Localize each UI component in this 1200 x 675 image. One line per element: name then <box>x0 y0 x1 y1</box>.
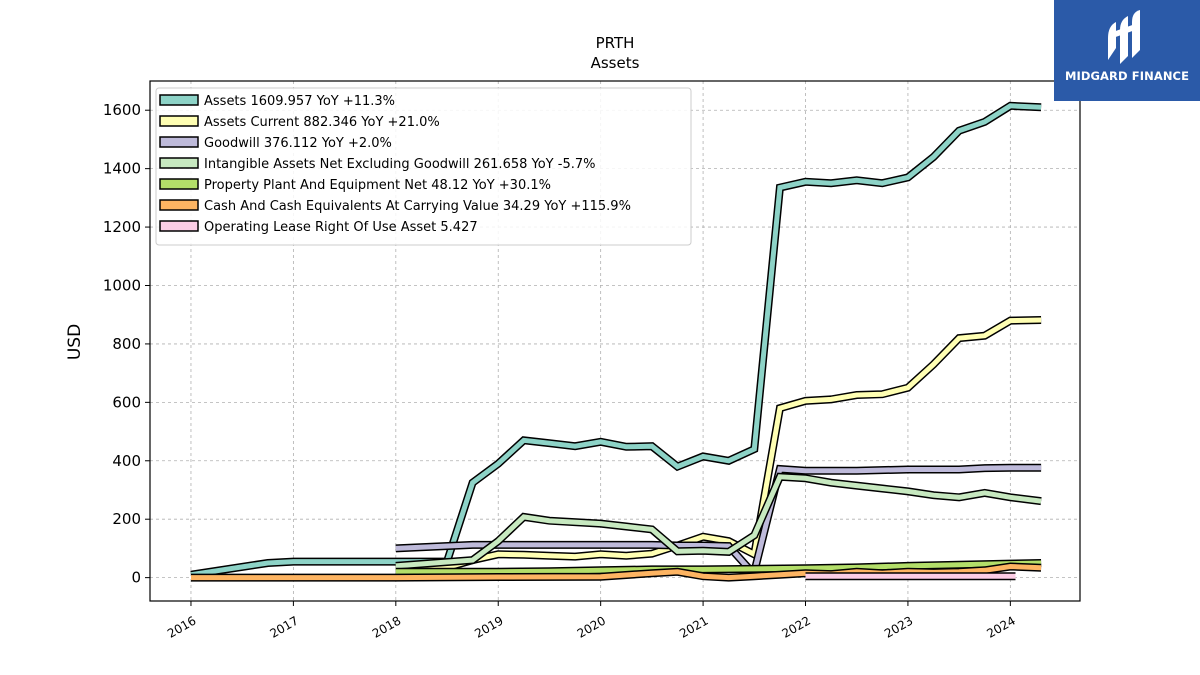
y-tick-label: 1400 <box>103 160 141 178</box>
x-tick-label: 2020 <box>575 613 608 640</box>
series-line-outline <box>395 316 1042 573</box>
plot-frame <box>149 80 1081 602</box>
legend-swatch <box>159 199 199 211</box>
y-tick-label: 200 <box>112 510 141 528</box>
chart-subtitle: Assets <box>591 54 640 72</box>
legend-entry: Property Plant And Equipment Net 48.12 Y… <box>204 178 551 193</box>
axis-ticks: 2016 2017 2018 2019 2020 2021 2022 2023 2024 0 200… <box>103 101 1018 641</box>
series-line <box>191 563 1042 581</box>
legend-swatch <box>159 136 199 148</box>
y-axis-label: USD <box>65 324 85 360</box>
series-line <box>395 317 1042 572</box>
y-tick-label: 1200 <box>103 218 141 236</box>
legend-swatch <box>159 94 199 106</box>
y-tick-label: 600 <box>112 393 141 411</box>
y-tick-label: 0 <box>131 569 141 587</box>
legend: Assets 1609.957 YoY +11.3% Assets Current… <box>155 87 692 246</box>
legend-entry: Goodwill 376.112 YoY +2.0% <box>204 136 392 151</box>
y-tick-label: 400 <box>112 452 141 470</box>
legend-swatch <box>159 220 199 232</box>
legend-entry: Assets 1609.957 YoY +11.3% <box>204 94 395 109</box>
x-tick-label: 2017 <box>267 613 300 640</box>
x-tick-label: 2016 <box>165 613 198 640</box>
x-tick-label: 2021 <box>677 613 710 640</box>
series-line <box>395 474 1042 569</box>
legend-swatch <box>159 115 199 127</box>
chart-title: PRTH <box>596 34 635 52</box>
legend-entry: Cash And Cash Equivalents At Carrying Va… <box>204 199 631 214</box>
y-tick-label: 1000 <box>103 276 141 294</box>
x-tick-label: 2018 <box>370 613 403 640</box>
midgard-logo-icon <box>1108 10 1140 64</box>
legend-swatch <box>159 157 199 169</box>
legend-swatch <box>159 178 199 190</box>
x-tick-label: 2023 <box>882 613 915 640</box>
brand-logo: MIDGARD FINANCE <box>1054 0 1200 101</box>
legend-box <box>155 87 692 246</box>
x-tick-label: 2024 <box>984 613 1017 640</box>
brand-logo-text: MIDGARD FINANCE <box>1064 69 1190 83</box>
series-layer <box>190 101 1042 582</box>
x-tick-label: 2022 <box>780 613 813 640</box>
y-tick-label: 1600 <box>103 101 141 119</box>
x-tick-label: 2019 <box>472 613 505 640</box>
legend-entry: Assets Current 882.346 YoY +21.0% <box>204 115 440 130</box>
legend-entry: Intangible Assets Net Excluding Goodwill… <box>204 157 595 172</box>
series-line <box>395 560 1042 575</box>
y-tick-label: 800 <box>112 335 141 353</box>
legend-entry: Operating Lease Right Of Use Asset 5.427 <box>204 220 478 235</box>
